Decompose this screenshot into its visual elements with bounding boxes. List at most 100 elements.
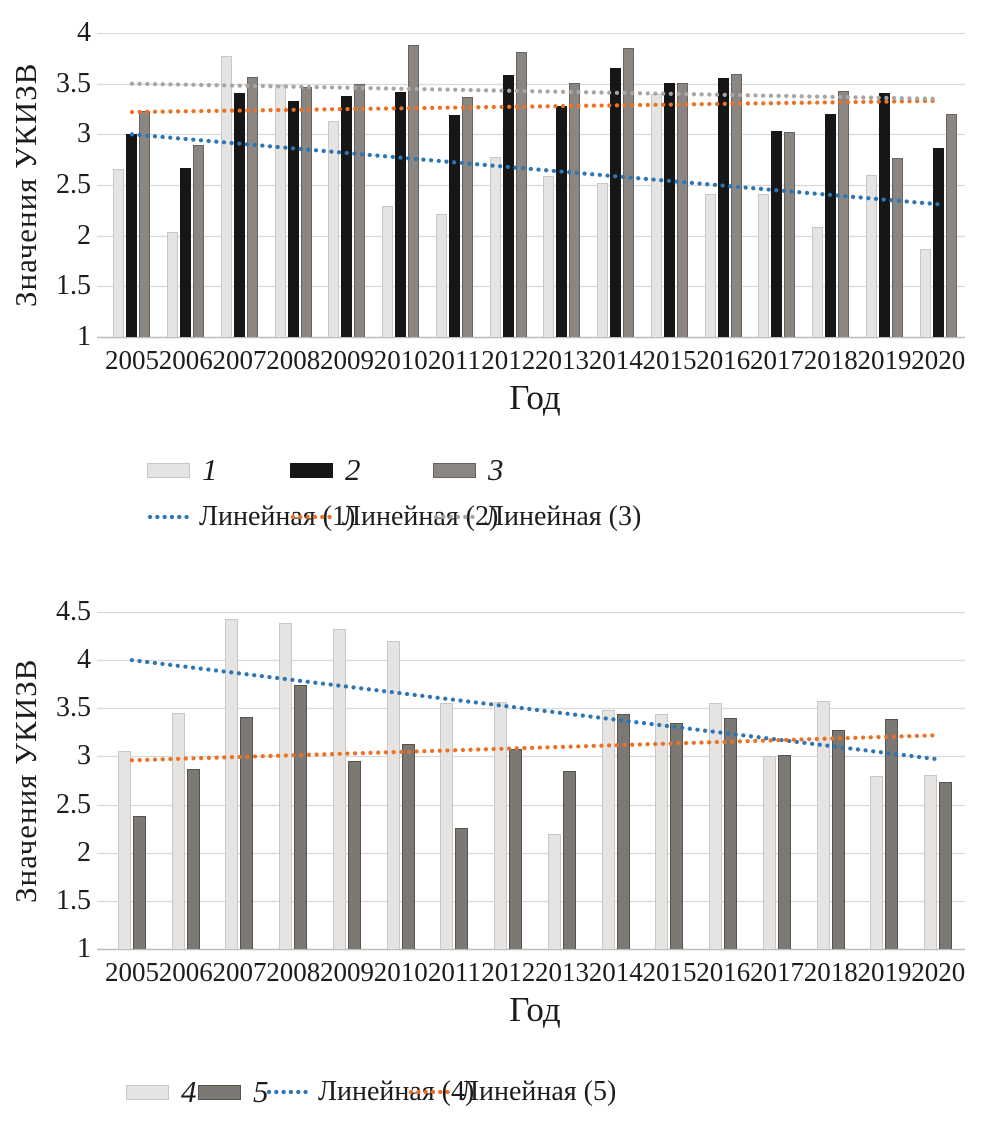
x-tick-label: 2007 xyxy=(212,345,267,375)
chart-bottom-x-axis-title: Год xyxy=(509,990,561,1029)
bar-series-1-year-2020 xyxy=(919,248,931,337)
bar-series-3-year-2015 xyxy=(676,82,688,337)
bar-series-4-year-2007 xyxy=(225,618,239,949)
y-tick-label: 2.5 xyxy=(56,169,91,200)
bar-series-2-year-2013 xyxy=(556,106,568,337)
y-tick-label: 1.5 xyxy=(56,270,91,302)
x-tick-label: 2018 xyxy=(803,957,858,987)
bar-series-4-year-2006 xyxy=(171,713,185,949)
x-tick-label: 2017 xyxy=(750,345,804,375)
bar-series-2-year-2020 xyxy=(932,147,944,337)
bar-series-2-year-2007 xyxy=(233,92,245,337)
y-tick-label: 4.5 xyxy=(56,596,91,627)
bar-series-5-year-2016 xyxy=(724,717,738,949)
x-tick-label: 2017 xyxy=(750,957,804,987)
bar-series-4-year-2020 xyxy=(924,774,938,949)
x-tick-label: 2011 xyxy=(427,345,481,375)
bar-series-5-year-2008 xyxy=(294,685,308,949)
bar-series-3-year-2009 xyxy=(354,83,366,337)
bar-series-5-year-2011 xyxy=(455,827,469,949)
bar-series-5-year-2017 xyxy=(777,754,791,949)
bar-series-4-year-2011 xyxy=(440,702,454,949)
x-tick-label: 2009 xyxy=(320,957,374,987)
legend-item-trend: Линейная (3) xyxy=(433,501,641,533)
legend-dotted-line-marker xyxy=(147,514,191,520)
bar-series-4-year-2005 xyxy=(117,750,131,949)
x-tick-label: 2009 xyxy=(320,345,374,375)
x-tick-label: 2015 xyxy=(642,345,697,375)
bar-series-5-year-2005 xyxy=(132,816,146,949)
legend-dotted-line-marker xyxy=(266,1089,310,1095)
y-tick-label: 2 xyxy=(77,219,91,251)
x-tick-label: 2014 xyxy=(588,345,643,375)
legend-item-trend: Линейная (5) xyxy=(408,1076,616,1108)
chart-top-plot-area xyxy=(97,33,965,339)
bar-series-5-year-2006 xyxy=(186,768,200,949)
bar-series-1-year-2006 xyxy=(167,231,179,337)
bar-series-5-year-2015 xyxy=(670,722,684,949)
legend-series-label: 4 xyxy=(181,1074,197,1109)
x-tick-label: 2010 xyxy=(373,957,428,987)
y-tick-label: 3.5 xyxy=(56,692,91,724)
bar-series-4-year-2009 xyxy=(332,629,346,949)
legend-swatch xyxy=(126,1084,169,1100)
legend-swatch xyxy=(147,462,190,478)
bar-series-1-year-2007 xyxy=(220,56,232,337)
y-tick-label: 3.5 xyxy=(56,67,91,99)
bar-series-1-year-2019 xyxy=(865,174,877,337)
bar-series-2-year-2019 xyxy=(878,92,890,337)
bar-series-1-year-2012 xyxy=(489,156,501,337)
bar-series-2-year-2017 xyxy=(771,131,783,337)
bar-series-3-year-2012 xyxy=(515,52,527,337)
legend-item-series-2: 2 xyxy=(290,454,361,486)
x-tick-label: 2016 xyxy=(696,957,751,987)
bar-series-5-year-2014 xyxy=(616,714,630,949)
legend-item-series-4: 4 xyxy=(126,1076,197,1108)
bar-series-1-year-2013 xyxy=(543,175,555,337)
bar-series-2-year-2008 xyxy=(287,100,299,337)
legend-item-series-3: 3 xyxy=(433,454,504,486)
bar-series-3-year-2007 xyxy=(246,76,258,337)
legend-trend-label: Линейная (5) xyxy=(460,1076,617,1107)
x-tick-label: 2010 xyxy=(373,345,428,375)
x-tick-label: 2018 xyxy=(803,345,858,375)
legend-dotted-line-marker xyxy=(433,514,477,520)
bar-series-2-year-2005 xyxy=(126,134,138,337)
legend-swatch xyxy=(198,1084,241,1100)
y-tick-label: 2 xyxy=(77,836,91,868)
bar-series-1-year-2016 xyxy=(704,194,716,337)
bar-series-1-year-2017 xyxy=(758,194,770,337)
bar-series-1-year-2014 xyxy=(597,183,609,337)
y-tick-label: 4 xyxy=(77,17,91,48)
legend-swatch xyxy=(433,462,476,478)
bar-series-2-year-2009 xyxy=(341,95,353,337)
bar-series-5-year-2020 xyxy=(939,781,953,949)
bar-series-2-year-2018 xyxy=(825,114,837,337)
x-tick-label: 2019 xyxy=(857,345,912,375)
x-tick-label: 2011 xyxy=(427,957,481,987)
bar-series-4-year-2019 xyxy=(870,775,884,949)
bar-series-3-year-2014 xyxy=(623,48,635,337)
x-tick-label: 2008 xyxy=(266,345,321,375)
bar-series-3-year-2006 xyxy=(193,144,205,337)
bar-series-3-year-2011 xyxy=(461,96,473,337)
x-tick-label: 2020 xyxy=(911,345,966,375)
legend-series-label: 1 xyxy=(202,452,218,487)
y-tick-label: 1.5 xyxy=(56,884,91,916)
x-tick-label: 2012 xyxy=(481,345,536,375)
bar-series-4-year-2014 xyxy=(601,710,615,949)
bar-series-5-year-2019 xyxy=(885,718,899,949)
bar-series-3-year-2019 xyxy=(891,157,903,337)
x-tick-label: 2008 xyxy=(266,957,321,987)
bar-series-2-year-2015 xyxy=(663,82,675,337)
x-tick-label: 2005 xyxy=(105,957,159,987)
bar-series-1-year-2015 xyxy=(650,93,662,337)
bar-series-5-year-2018 xyxy=(831,729,845,949)
legend-series-label: 2 xyxy=(345,452,361,487)
bar-series-1-year-2011 xyxy=(435,214,447,337)
bar-series-3-year-2010 xyxy=(408,45,420,337)
bar-series-5-year-2013 xyxy=(562,770,576,949)
x-tick-label: 2012 xyxy=(481,957,536,987)
chart-bottom-plot-area xyxy=(97,612,965,951)
